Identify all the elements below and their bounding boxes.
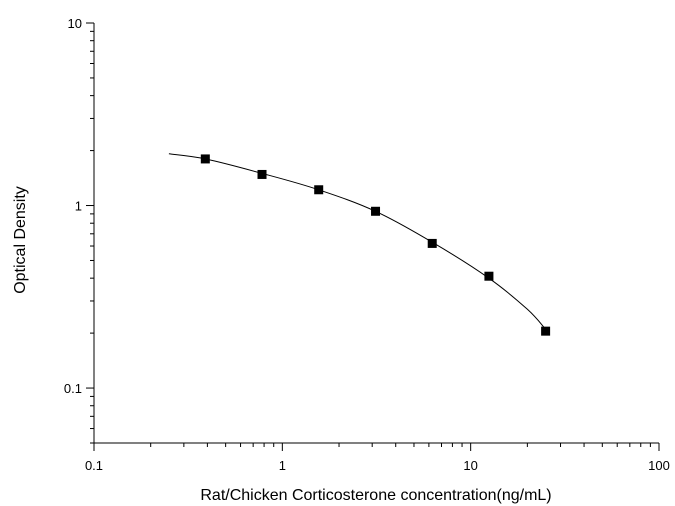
x-axis-title: Rat/Chicken Corticosterone concentration… [200, 487, 551, 504]
fit-curve [168, 153, 546, 330]
x-ticks [93, 443, 660, 451]
x-tick-label: 0.1 [85, 458, 103, 473]
data-point [314, 185, 324, 195]
data-points [200, 154, 551, 336]
axes [93, 23, 659, 444]
data-point [371, 206, 381, 216]
data-point [541, 326, 551, 336]
x-tick-label: 10 [463, 458, 477, 473]
y-tick-label: 0.1 [64, 381, 82, 396]
data-point [484, 271, 494, 281]
x-tick-label: 1 [279, 458, 286, 473]
data-point [200, 154, 210, 164]
y-tick-labels: 0.1 1 10 [64, 16, 82, 396]
y-tick-label: 1 [75, 199, 82, 214]
y-ticks [86, 22, 94, 444]
data-point [427, 238, 437, 248]
x-tick-labels: 0.1 1 10 100 [85, 458, 670, 473]
x-tick-label: 100 [648, 458, 670, 473]
y-axis-title: Optical Density [12, 186, 29, 294]
y-tick-label: 10 [68, 16, 82, 31]
data-point [257, 169, 267, 179]
